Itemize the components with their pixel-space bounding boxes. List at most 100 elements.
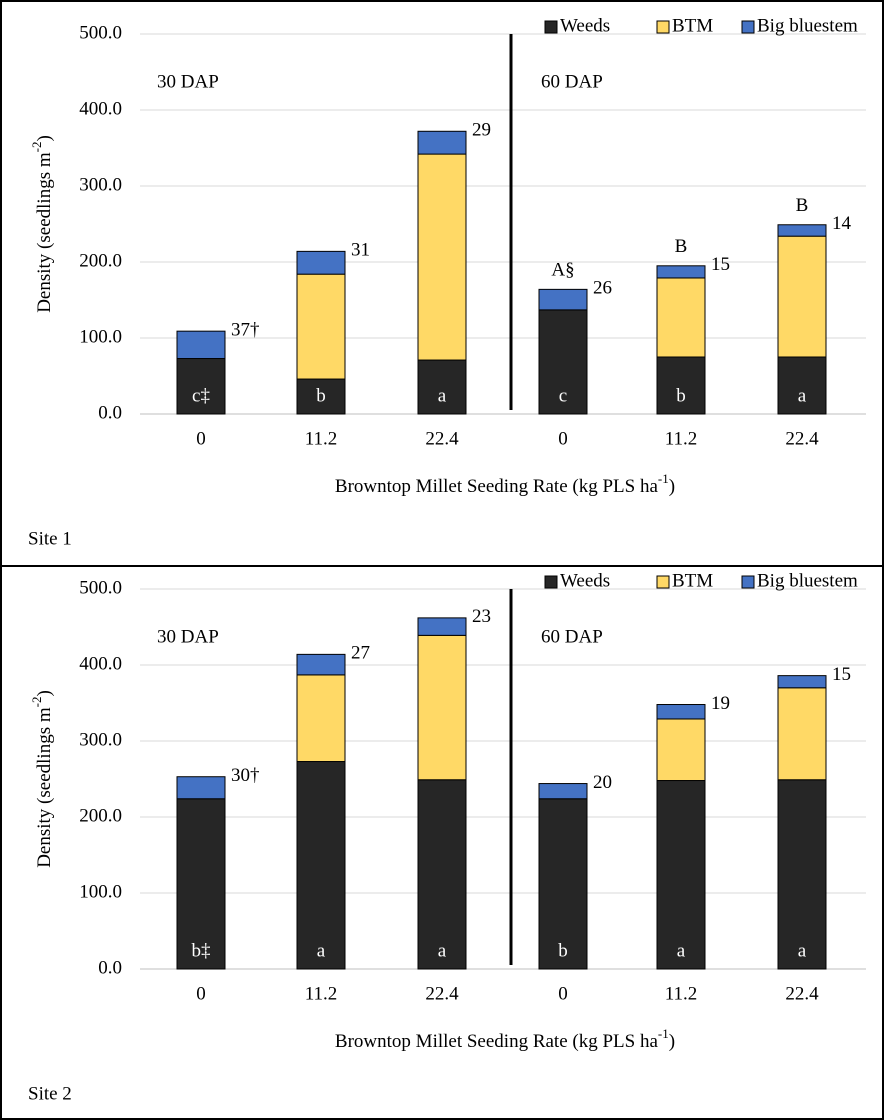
- bar-segment: [296, 674, 346, 763]
- top-letter: B: [796, 195, 809, 216]
- legend-label: Weeds: [560, 15, 610, 36]
- panel-label: Site 2: [28, 1083, 72, 1104]
- bar-segment: [417, 359, 467, 415]
- bar-segment: [777, 779, 827, 970]
- bottom-letter: c‡: [192, 385, 210, 406]
- x-axis-title: Browntop Millet Seeding Rate (kg PLS ha-…: [335, 1026, 675, 1052]
- bar-segment: [656, 780, 706, 970]
- y-tick-label: 0.0: [98, 957, 122, 978]
- bar-segment: [656, 277, 706, 358]
- y-axis-title-sup: -2: [29, 697, 44, 708]
- legend-swatch: [656, 575, 670, 589]
- x-tick-label: 11.2: [305, 983, 338, 1004]
- bottom-letter: b: [558, 940, 568, 961]
- x-axis-title: Browntop Millet Seeding Rate (kg PLS ha-…: [335, 471, 675, 497]
- legend-label: BTM: [672, 570, 713, 591]
- y-tick-label: 500.0: [79, 577, 122, 598]
- x-tick-label: 0: [196, 428, 206, 449]
- bar-segment: [777, 675, 827, 689]
- x-axis-title-sup: -1: [658, 471, 669, 486]
- bar-segment: [538, 783, 588, 800]
- y-tick-label: 200.0: [79, 250, 122, 271]
- bottom-letter: a: [438, 940, 447, 961]
- legend-swatch: [544, 20, 558, 34]
- legend-label: Big bluestem: [757, 15, 858, 36]
- side-label: 29: [472, 120, 491, 141]
- bar-segment: [296, 378, 346, 415]
- side-label: 14: [832, 213, 852, 234]
- bottom-letter: a: [438, 385, 447, 406]
- y-tick-label: 0.0: [98, 402, 122, 423]
- side-label: 27: [351, 643, 370, 664]
- bar-segment: [176, 330, 226, 360]
- y-tick-label: 300.0: [79, 729, 122, 750]
- x-axis-title-text: Browntop Millet Seeding Rate (kg PLS ha: [335, 1031, 659, 1052]
- y-axis-title-end: ): [34, 690, 55, 696]
- bar-segment: [777, 235, 827, 358]
- top-letter: A§: [551, 260, 574, 281]
- panel-label: Site 1: [28, 528, 72, 549]
- legend-label: BTM: [672, 15, 713, 36]
- legend-swatch: [656, 20, 670, 34]
- bar-segment: [777, 687, 827, 781]
- x-tick-label: 11.2: [305, 428, 338, 449]
- bar-segment: [417, 617, 467, 636]
- bottom-letter: a: [317, 940, 326, 961]
- bar-segment: [777, 356, 827, 415]
- side-label: 23: [472, 606, 491, 627]
- legend-swatch: [741, 575, 755, 589]
- x-tick-label: 22.4: [785, 983, 819, 1004]
- legend-swatch: [544, 575, 558, 589]
- legend-swatch: [741, 20, 755, 34]
- y-axis-title-text: Density (seedlings m: [34, 152, 55, 313]
- bar-segment: [777, 224, 827, 237]
- bar-segment: [538, 309, 588, 415]
- y-tick-label: 200.0: [79, 805, 122, 826]
- y-axis-title-text: Density (seedlings m: [34, 707, 55, 868]
- top-letter: B: [675, 236, 688, 257]
- group-label: 60 DAP: [541, 71, 603, 92]
- bar-segment: [417, 779, 467, 970]
- bottom-letter: b: [676, 385, 686, 406]
- x-tick-label: 22.4: [785, 428, 819, 449]
- side-label: 15: [832, 664, 851, 685]
- bar-segment: [656, 356, 706, 415]
- x-tick-label: 22.4: [425, 983, 459, 1004]
- y-tick-label: 100.0: [79, 326, 122, 347]
- y-tick-label: 100.0: [79, 881, 122, 902]
- side-label: 19: [711, 693, 730, 714]
- x-tick-label: 11.2: [665, 428, 698, 449]
- y-axis-title-end: ): [34, 135, 55, 141]
- y-tick-label: 400.0: [79, 653, 122, 674]
- bottom-letter: b‡: [192, 940, 211, 961]
- y-axis-title-sup: -2: [29, 142, 44, 153]
- bar-segment: [296, 250, 346, 275]
- y-tick-label: 400.0: [79, 98, 122, 119]
- group-label: 30 DAP: [157, 626, 219, 647]
- bar-segment: [417, 634, 467, 781]
- bar-segment: [176, 776, 226, 800]
- bar-segment: [656, 265, 706, 279]
- side-label: 37†: [231, 320, 260, 341]
- side-label: 30†: [231, 765, 260, 786]
- bar-segment: [296, 653, 346, 676]
- bottom-letter: a: [798, 385, 807, 406]
- side-label: 31: [351, 240, 370, 261]
- panel-border: [0, 565, 884, 1120]
- bottom-letter: c: [559, 385, 567, 406]
- bar-segment: [296, 761, 346, 970]
- y-tick-label: 300.0: [79, 174, 122, 195]
- x-tick-label: 22.4: [425, 428, 459, 449]
- group-label: 30 DAP: [157, 71, 219, 92]
- x-axis-title-text: Browntop Millet Seeding Rate (kg PLS ha: [335, 476, 659, 497]
- bottom-letter: b: [316, 385, 326, 406]
- side-label: 20: [593, 772, 612, 793]
- legend-label: Big bluestem: [757, 570, 858, 591]
- x-axis-title-end: ): [669, 1031, 675, 1052]
- x-axis-title-sup: -1: [658, 1026, 669, 1041]
- y-axis-title: Density (seedlings m-2): [29, 690, 55, 868]
- legend-label: Weeds: [560, 570, 610, 591]
- side-label: 26: [593, 278, 612, 299]
- x-tick-label: 11.2: [665, 983, 698, 1004]
